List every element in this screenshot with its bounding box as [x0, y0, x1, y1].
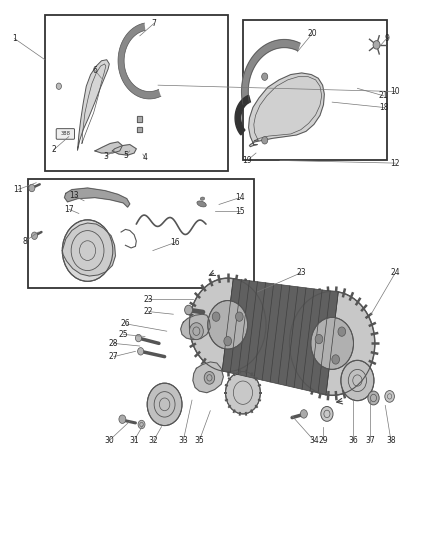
Polygon shape	[62, 223, 116, 276]
Polygon shape	[249, 73, 324, 147]
Text: 20: 20	[308, 29, 318, 38]
Text: 388: 388	[60, 132, 71, 136]
Text: 32: 32	[149, 436, 159, 445]
Bar	[28, 179, 254, 288]
Circle shape	[29, 184, 35, 192]
Circle shape	[236, 312, 243, 321]
Polygon shape	[222, 279, 338, 395]
Polygon shape	[64, 188, 130, 207]
Circle shape	[341, 360, 374, 401]
Ellipse shape	[197, 201, 206, 207]
Text: 21: 21	[379, 91, 388, 100]
Circle shape	[147, 383, 182, 425]
Text: 22: 22	[144, 307, 153, 316]
Circle shape	[119, 415, 126, 423]
Polygon shape	[137, 116, 141, 122]
Circle shape	[321, 407, 333, 421]
Text: 12: 12	[391, 159, 400, 167]
Text: 35: 35	[194, 436, 204, 445]
Text: 24: 24	[390, 268, 400, 277]
Text: 36: 36	[348, 436, 358, 445]
Circle shape	[138, 420, 145, 429]
Text: 5: 5	[123, 151, 128, 160]
Circle shape	[300, 410, 307, 418]
Text: 13: 13	[70, 191, 79, 200]
Polygon shape	[78, 60, 110, 150]
Polygon shape	[118, 23, 161, 99]
Circle shape	[135, 334, 141, 342]
Circle shape	[290, 292, 375, 395]
Circle shape	[385, 391, 394, 402]
Circle shape	[226, 372, 260, 414]
Text: 25: 25	[118, 330, 128, 339]
Circle shape	[189, 322, 203, 340]
Circle shape	[224, 336, 232, 346]
Bar	[45, 14, 228, 171]
FancyBboxPatch shape	[56, 128, 74, 139]
Text: 29: 29	[318, 436, 328, 445]
Text: 26: 26	[120, 319, 130, 328]
Polygon shape	[235, 95, 251, 135]
Text: 10: 10	[390, 87, 400, 96]
Polygon shape	[113, 144, 136, 155]
Text: 9: 9	[384, 34, 389, 43]
Polygon shape	[193, 362, 223, 393]
Circle shape	[338, 327, 346, 336]
Circle shape	[185, 305, 192, 315]
Circle shape	[56, 83, 61, 90]
Text: 23: 23	[144, 295, 153, 304]
Circle shape	[261, 73, 268, 80]
Text: 33: 33	[178, 436, 188, 445]
Circle shape	[208, 301, 247, 349]
Text: 4: 4	[143, 154, 148, 163]
Circle shape	[311, 317, 353, 369]
Ellipse shape	[200, 197, 205, 200]
Text: 37: 37	[366, 436, 375, 445]
Text: 31: 31	[129, 436, 139, 445]
Polygon shape	[242, 39, 300, 104]
Text: 8: 8	[23, 237, 28, 246]
Polygon shape	[137, 127, 141, 132]
Text: 15: 15	[235, 207, 245, 216]
Text: 19: 19	[243, 156, 252, 165]
Text: 16: 16	[170, 238, 180, 247]
Text: 14: 14	[235, 193, 245, 202]
Text: 30: 30	[104, 436, 114, 445]
Circle shape	[373, 41, 380, 49]
Circle shape	[212, 312, 220, 321]
Text: 6: 6	[92, 66, 97, 75]
Circle shape	[32, 232, 38, 239]
Text: 34: 34	[309, 436, 319, 445]
Text: 38: 38	[386, 436, 396, 445]
Text: 17: 17	[64, 205, 74, 214]
Text: 1: 1	[12, 34, 17, 43]
Circle shape	[62, 220, 113, 281]
Text: 18: 18	[379, 103, 388, 112]
Text: 28: 28	[109, 339, 118, 348]
Text: 2: 2	[51, 146, 56, 155]
Text: 27: 27	[109, 352, 119, 361]
Circle shape	[204, 372, 215, 384]
Circle shape	[261, 136, 268, 144]
Circle shape	[138, 348, 144, 355]
Text: 7: 7	[151, 19, 156, 28]
Circle shape	[368, 391, 379, 405]
Polygon shape	[181, 314, 210, 340]
Text: 3: 3	[103, 152, 108, 161]
Text: 23: 23	[296, 268, 306, 277]
Text: 11: 11	[13, 185, 23, 194]
Polygon shape	[95, 142, 122, 153]
Circle shape	[332, 355, 339, 364]
Bar	[243, 20, 387, 160]
Circle shape	[315, 334, 323, 344]
Circle shape	[189, 278, 266, 372]
